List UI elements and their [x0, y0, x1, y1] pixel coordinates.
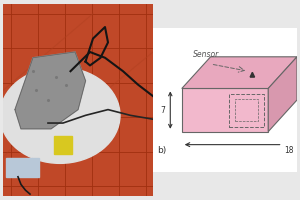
Polygon shape: [15, 52, 86, 129]
Polygon shape: [268, 57, 297, 132]
Bar: [54, 136, 72, 154]
Bar: [6, 158, 39, 177]
Text: Sensor: Sensor: [193, 50, 220, 59]
Bar: [54, 136, 72, 154]
Bar: [229, 94, 264, 127]
Text: 18: 18: [284, 146, 293, 155]
Text: 7: 7: [160, 106, 166, 115]
Polygon shape: [250, 72, 255, 77]
Text: b): b): [157, 146, 167, 155]
Ellipse shape: [0, 67, 120, 163]
Bar: [6, 158, 39, 177]
Polygon shape: [182, 57, 297, 88]
Polygon shape: [182, 88, 268, 132]
Bar: [235, 99, 258, 121]
